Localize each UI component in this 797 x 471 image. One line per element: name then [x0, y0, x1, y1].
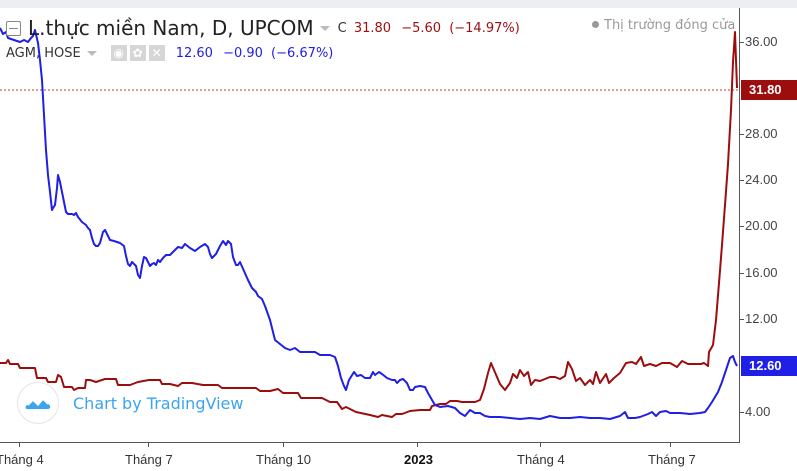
close-icon[interactable]: ✕	[148, 45, 165, 61]
y-label: 16.00	[745, 265, 778, 280]
compare-symbol[interactable]: AGM, HOSE	[6, 45, 81, 61]
market-status-text: Thị trường đóng cửa	[604, 18, 736, 33]
change-percent: (−14.97%)	[449, 20, 520, 36]
x-label: Tháng 4	[517, 452, 565, 467]
close-value: 31.80	[353, 20, 392, 36]
x-tick	[417, 442, 418, 447]
y-label: 20.00	[745, 218, 778, 233]
y-tick	[739, 319, 744, 320]
compare-value: 12.60	[175, 45, 213, 61]
legend: L.thực miền Nam, D, UPCOM C 31.80 −5.60 …	[6, 14, 520, 64]
change-value: −5.60	[401, 20, 442, 36]
compare-series-line	[0, 27, 738, 420]
main-series-line	[0, 31, 738, 418]
compare-change: −0.90	[223, 45, 263, 61]
y-label: 28.00	[745, 126, 778, 141]
y-tick	[739, 273, 744, 274]
symbol-title[interactable]: L.thực miền Nam, D, UPCOM	[28, 16, 314, 40]
chevron-down-icon[interactable]	[86, 50, 97, 56]
y-label: 4.00	[745, 404, 771, 419]
x-label: Tháng 7	[648, 452, 696, 467]
y-label: 24.00	[745, 172, 778, 187]
gear-icon[interactable]: ✿	[129, 45, 146, 61]
eye-icon[interactable]: ◉	[110, 45, 127, 61]
x-tick	[283, 442, 284, 447]
x-label: Tháng 4	[0, 452, 44, 467]
tradingview-logo-icon	[17, 382, 59, 424]
tradingview-watermark[interactable]: Chart by TradingView	[17, 382, 243, 424]
close-label: C	[337, 20, 347, 36]
collapse-legend-button[interactable]	[6, 20, 21, 36]
y-tick	[739, 134, 744, 135]
main-price-label: 31.80	[741, 80, 797, 100]
chevron-down-icon[interactable]	[319, 25, 330, 31]
top-bar	[0, 0, 797, 8]
x-label-year: 2023	[404, 452, 433, 467]
market-status: Thị trường đóng cửa	[592, 18, 735, 33]
compare-series-legend: AGM, HOSE ◉ ✿ ✕ 12.60 −0.90 (−6.67%)	[6, 42, 520, 64]
watermark-text: Chart by TradingView	[73, 393, 244, 413]
y-tick	[739, 226, 744, 227]
x-label: Tháng 10	[256, 452, 311, 467]
x-tick	[19, 442, 20, 447]
status-dot-icon	[592, 21, 599, 28]
chart-pane[interactable]	[0, 8, 740, 443]
x-tick	[670, 442, 671, 447]
x-label: Tháng 7	[125, 452, 173, 467]
main-series-legend: L.thực miền Nam, D, UPCOM C 31.80 −5.60 …	[6, 14, 520, 42]
y-tick	[739, 412, 744, 413]
compare-change-percent: (−6.67%)	[271, 45, 334, 61]
x-tick	[148, 442, 149, 447]
y-tick	[739, 180, 744, 181]
compare-price-label: 12.60	[741, 356, 797, 376]
x-tick	[540, 442, 541, 447]
y-label: 12.00	[745, 311, 778, 326]
y-tick	[739, 42, 744, 43]
y-label: 36.00	[745, 34, 778, 49]
